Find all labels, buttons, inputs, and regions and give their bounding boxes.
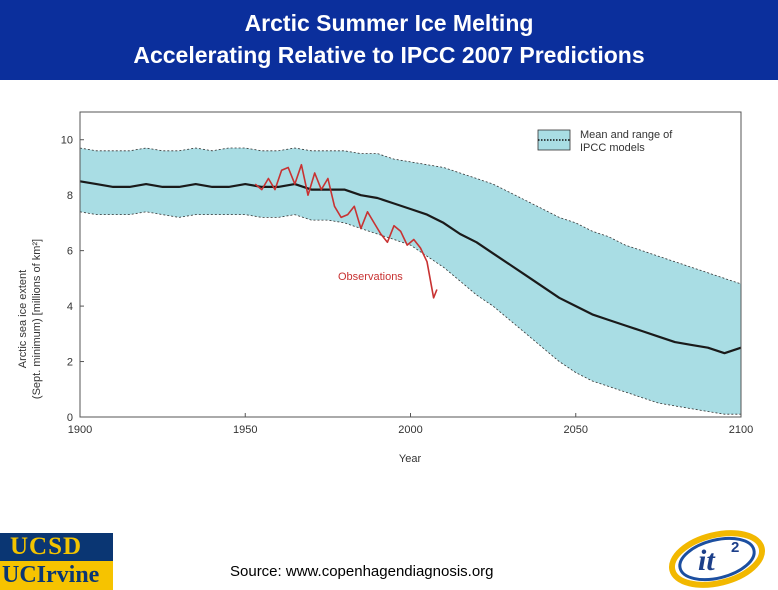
model-range-lower-line xyxy=(79,211,741,415)
observations-line xyxy=(254,163,438,299)
ucsd-logo-text: UCSD xyxy=(0,533,113,561)
logo-it-superscript: 2 xyxy=(731,539,739,556)
legend: Mean and range of IPCC models xyxy=(537,129,673,154)
model-mean-line xyxy=(79,180,742,355)
x-tick-label: 1950 xyxy=(233,424,257,436)
y-axis-label-line2: (Sept. minimum) [millions of km²] xyxy=(31,239,43,399)
y-axis-label: Arctic sea ice extent (Sept. minimum) [m… xyxy=(17,239,43,399)
legend-label-line1: Mean and range of xyxy=(580,129,673,141)
series-lines xyxy=(79,163,742,355)
observations-annotation: Observations xyxy=(338,271,403,283)
x-tick-label: 1900 xyxy=(68,424,92,436)
y-axis-label-line1: Arctic sea ice extent xyxy=(17,270,29,368)
legend-label-line2: IPCC models xyxy=(580,142,645,154)
y-tick-label: 2 xyxy=(67,357,73,369)
calit2-logo: it 2 xyxy=(668,530,766,588)
x-tick-label: 2100 xyxy=(729,424,753,436)
x-tick-label: 2000 xyxy=(398,424,422,436)
ucirvine-logo-text: UCIrvine xyxy=(0,561,113,590)
ucsd-ucirvine-logo: UCSD UCIrvine xyxy=(0,533,113,590)
y-tick-label: 10 xyxy=(61,135,73,147)
slide-title-line2: Accelerating Relative to IPCC 2007 Predi… xyxy=(133,42,645,68)
sea-ice-chart: Arctic sea ice extent (Sept. minimum) [m… xyxy=(17,111,753,465)
title-banner: Arctic Summer Ice Melting Accelerating R… xyxy=(0,0,778,80)
model-range-upper-line xyxy=(79,147,742,285)
y-tick-label: 4 xyxy=(67,301,73,313)
source-citation: Source: www.copenhagendiagnosis.org xyxy=(230,563,494,580)
y-tick-label: 8 xyxy=(67,190,73,202)
model-range-fill xyxy=(80,148,741,415)
model-range-band xyxy=(79,147,742,415)
y-tick-label: 6 xyxy=(67,246,73,258)
x-tick-label: 2050 xyxy=(564,424,588,436)
y-tick-label: 0 xyxy=(67,412,73,424)
x-axis-label: Year xyxy=(399,453,422,465)
logo-it-text: it xyxy=(698,544,716,577)
tick-labels: 0 2 4 6 8 10 1900 1950 2000 2050 2100 xyxy=(61,135,753,436)
slide-title-line1: Arctic Summer Ice Melting xyxy=(244,10,534,36)
plot-frame xyxy=(79,111,742,418)
